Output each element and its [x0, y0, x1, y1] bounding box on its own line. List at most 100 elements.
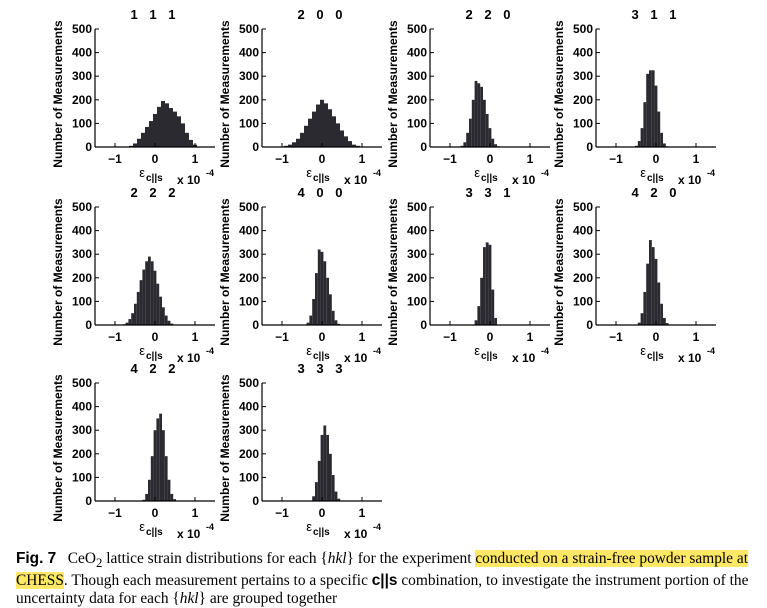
histogram-bar: [317, 249, 321, 325]
histogram-bar: [296, 138, 300, 147]
histogram-bar: [162, 430, 165, 501]
x-tick-label: 0: [653, 330, 660, 344]
x-axis-label-subscript: c||s: [313, 173, 330, 184]
histogram-bar: [477, 83, 481, 147]
y-tick-label: 0: [420, 140, 427, 154]
y-tick-label: 400: [407, 46, 427, 60]
histogram-bar: [660, 132, 663, 147]
histogram-bar: [159, 296, 162, 325]
y-tick-label: 0: [85, 318, 92, 332]
y-tick-label: 500: [72, 22, 92, 36]
y-tick-label: 300: [407, 247, 427, 261]
histogram-bar: [153, 113, 157, 147]
x-axis-label: ε: [640, 165, 646, 180]
histogram-bar: [165, 103, 169, 147]
histogram-bar: [150, 261, 154, 325]
histogram-bar: [145, 261, 148, 325]
histogram-bar: [646, 73, 649, 147]
histogram-bar: [660, 303, 663, 325]
x-axis-label-subscript: c||s: [481, 351, 498, 362]
y-tick-label: 500: [407, 22, 427, 36]
y-axis-label: Number of Measurements: [552, 198, 566, 346]
panel-title: 3 3 1: [466, 185, 515, 200]
x-tick-label: −1: [275, 152, 289, 166]
histogram-bar: [654, 258, 658, 325]
panel-111: 0 100 200 300 400 500 −1 0 1 1 1 1 Number of Measu…: [51, 7, 215, 187]
panel-311: 0 100 200 300 400 500 −1 0 1 3 1 1 Number of Measu…: [552, 7, 716, 187]
histogram-bar: [649, 240, 652, 325]
y-tick-label: 0: [85, 494, 92, 508]
x-multiplier-exponent: -4: [541, 346, 549, 356]
x-tick-label: −1: [609, 330, 623, 344]
histogram-bar: [643, 291, 647, 325]
y-tick-label: 300: [239, 69, 259, 83]
histogram-bar: [328, 109, 332, 147]
histogram-bar: [167, 479, 171, 501]
histogram-bar: [145, 493, 148, 501]
panel-420: 0 100 200 300 400 500 −1 0 1 4 2 0 Number of Measu…: [552, 185, 716, 365]
histogram-bar: [483, 99, 486, 147]
histogram-bar: [491, 138, 495, 147]
y-tick-label: 400: [573, 46, 593, 60]
histogram-bar: [141, 132, 145, 147]
histogram-bar: [150, 456, 154, 501]
figure-label: Fig. 7: [16, 550, 57, 567]
histogram-bar: [491, 289, 495, 325]
histogram-bar: [315, 482, 318, 501]
histogram-bar: [352, 144, 356, 147]
caption-subscript: 2: [95, 556, 103, 571]
x-axis-label: ε: [139, 165, 145, 180]
x-multiplier: x 10: [512, 173, 536, 187]
panel-title: 4 2 0: [632, 185, 681, 200]
y-tick-label: 400: [407, 224, 427, 238]
histogram-bar: [483, 247, 486, 325]
y-tick-label: 100: [573, 116, 593, 130]
x-tick-label: 1: [192, 330, 199, 344]
x-axis-label: ε: [306, 165, 312, 180]
y-axis-label: Number of Measurements: [51, 20, 65, 168]
y-tick-label: 500: [239, 200, 259, 214]
y-tick-label: 100: [239, 470, 259, 484]
y-tick-label: 200: [573, 271, 593, 285]
y-tick-label: 400: [72, 46, 92, 60]
y-tick-label: 100: [72, 116, 92, 130]
y-tick-label: 500: [573, 200, 593, 214]
x-tick-label: −1: [108, 330, 122, 344]
y-tick-label: 100: [573, 294, 593, 308]
histogram-bar: [488, 128, 492, 147]
x-tick-label: −1: [275, 330, 289, 344]
y-tick-label: 300: [573, 247, 593, 261]
histogram-bar: [320, 434, 324, 501]
histogram-bar: [312, 299, 315, 325]
figure-caption: Fig. 7 CeO2 lattice strain distributions…: [16, 550, 756, 608]
x-multiplier: x 10: [344, 173, 368, 187]
y-axis-label: Number of Measurements: [51, 374, 65, 522]
y-tick-label: 200: [407, 93, 427, 107]
histogram-bar: [477, 306, 481, 325]
histogram-bar: [488, 244, 492, 325]
panel-331: 0 100 200 300 400 500 −1 0 1 3 3 1 Number of Measu…: [386, 185, 550, 365]
y-tick-label: 400: [573, 224, 593, 238]
panel-title: 1 1 1: [131, 7, 180, 22]
histogram-bar: [334, 320, 338, 325]
histogram-bar: [142, 269, 146, 325]
panel-400: 0 100 200 300 400 500 −1 0 1 4 0 0 Number of Measu…: [218, 185, 382, 365]
y-tick-label: 100: [407, 294, 427, 308]
panel-title: 4 2 2: [131, 361, 180, 376]
caption-text-4: . Though each measurement pertains to a …: [63, 572, 372, 590]
x-tick-label: −1: [108, 152, 122, 166]
y-tick-label: 500: [239, 22, 259, 36]
x-axis-label-subscript: c||s: [313, 351, 330, 362]
x-axis-label: ε: [474, 343, 480, 358]
histogram-bar: [148, 479, 151, 501]
y-tick-label: 500: [573, 22, 593, 36]
x-axis-label-subscript: c||s: [647, 173, 664, 184]
x-tick-label: 1: [192, 506, 199, 520]
y-tick-label: 0: [252, 318, 259, 332]
y-tick-label: 0: [586, 318, 593, 332]
histogram-bar: [485, 113, 489, 147]
histogram-bar: [162, 307, 165, 325]
y-tick-label: 100: [72, 470, 92, 484]
x-tick-label: 0: [152, 330, 159, 344]
histogram-bar: [646, 263, 649, 325]
